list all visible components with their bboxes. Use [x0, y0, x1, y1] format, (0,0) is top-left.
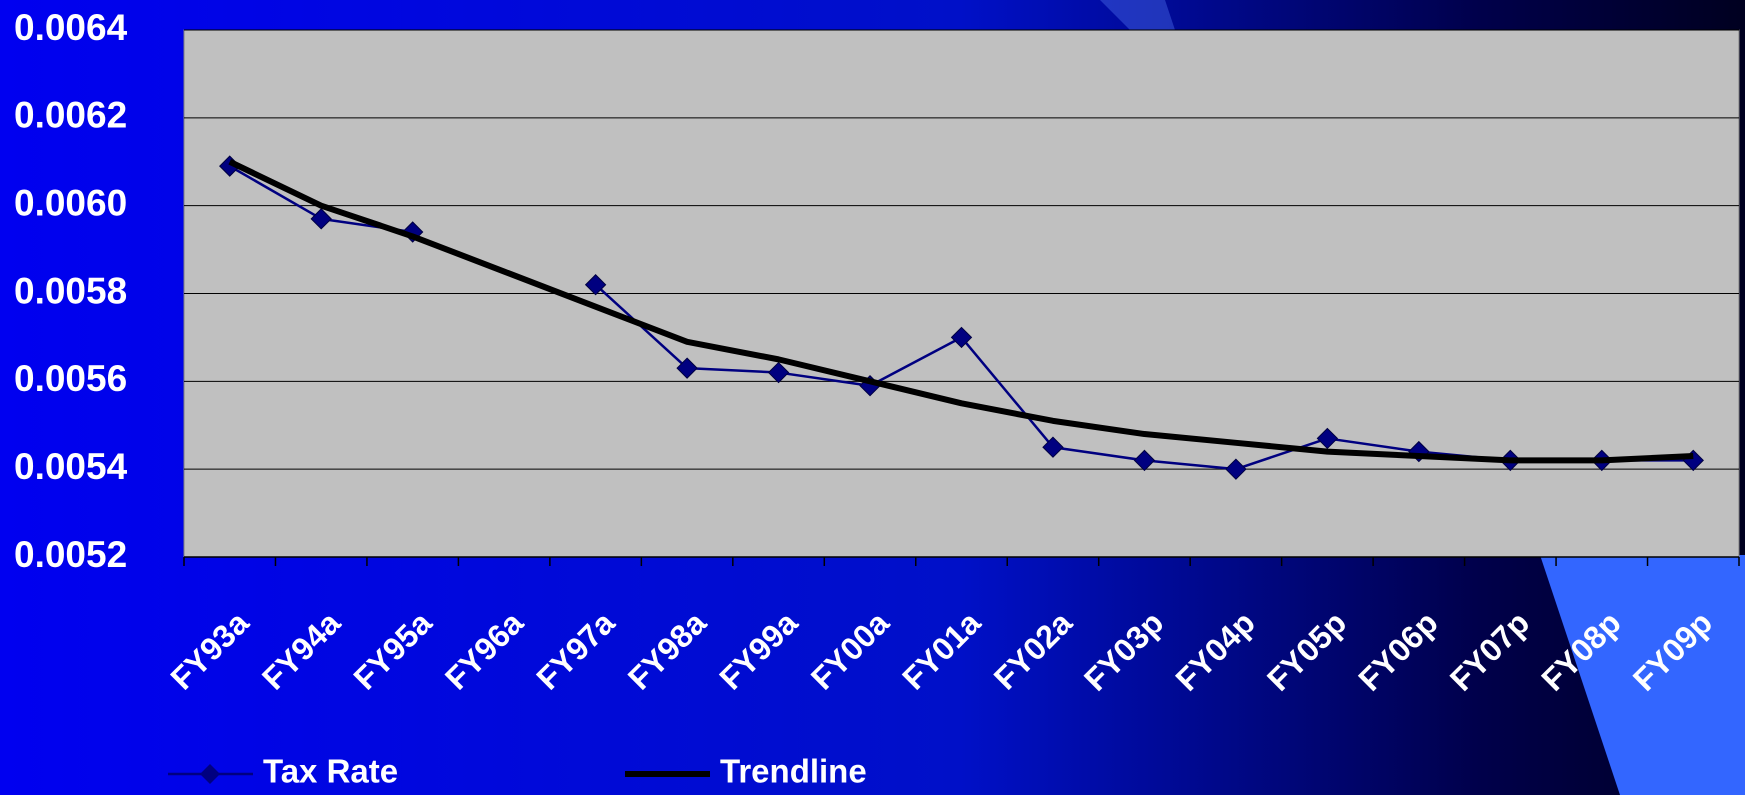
legend-label: Trendline	[720, 753, 867, 790]
marker	[1133, 449, 1156, 472]
marker	[767, 361, 790, 384]
marker	[1316, 427, 1339, 450]
y-tick-label: 0.0056	[14, 358, 127, 399]
marker	[1042, 436, 1064, 458]
legend-label: Tax Rate	[263, 753, 398, 790]
marker	[676, 357, 698, 379]
marker	[950, 326, 973, 349]
y-tick-label: 0.0064	[14, 7, 128, 48]
legend-marker	[200, 764, 220, 784]
y-tick-label: 0.0054	[14, 446, 128, 487]
decoration	[1540, 555, 1745, 795]
marker	[584, 274, 607, 296]
y-tick-label: 0.0060	[14, 182, 127, 223]
decoration	[1100, 0, 1175, 30]
marker	[310, 208, 332, 230]
series-line	[228, 159, 1694, 464]
y-tick-label: 0.0058	[14, 270, 127, 311]
marker	[1225, 458, 1247, 480]
y-tick-label: 0.0052	[14, 534, 127, 575]
y-tick-label: 0.0062	[14, 95, 127, 136]
